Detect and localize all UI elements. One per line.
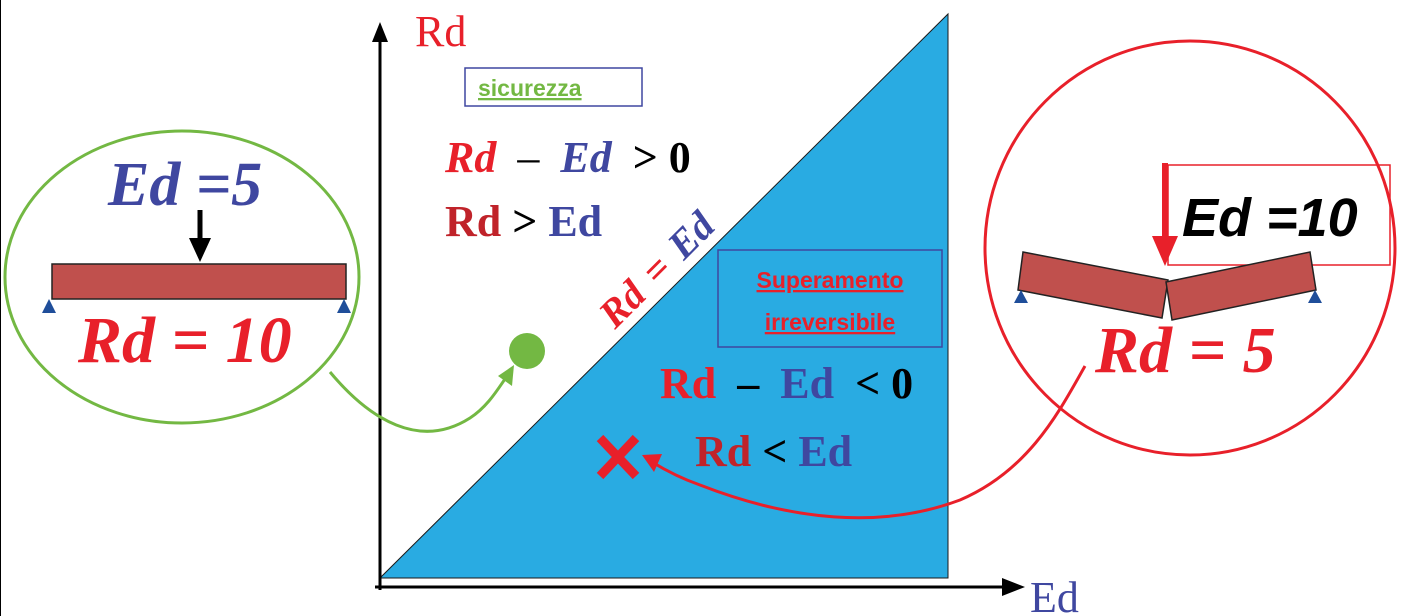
left-support-right (337, 299, 351, 313)
safe-ineq-rel: > 0 (633, 133, 691, 182)
right-case-ellipse (983, 39, 1397, 457)
failure-box (717, 249, 943, 348)
left-beam (51, 263, 347, 300)
safe-ineq-minus: – (516, 133, 540, 182)
right-beam-left-half (1017, 251, 1169, 319)
safe-compare: Rd > Ed (445, 197, 602, 246)
right-support-left (1014, 290, 1028, 303)
safe-compare-ed: Ed (548, 197, 602, 246)
left-load-label: Ed =5 (107, 151, 262, 219)
fail-compare: Rd < Ed (695, 427, 852, 476)
y-axis-arrowhead (372, 22, 388, 42)
right-resistance-label: Rd = 5 (1094, 314, 1276, 387)
left-case-connector-head (498, 365, 514, 386)
right-load-arrowhead (1152, 236, 1178, 266)
fail-ineq-rel: < 0 (855, 359, 913, 408)
safe-point-marker (509, 333, 545, 369)
right-resistance-text: Rd = 5 (1094, 314, 1276, 387)
fail-compare-ed: Ed (798, 427, 852, 476)
safe-compare-op: > (512, 197, 537, 246)
right-support-right (1308, 290, 1322, 303)
fail-compare-op: < (762, 427, 787, 476)
safety-box (464, 67, 643, 107)
fail-ineq-ed: Ed (780, 359, 834, 408)
fail-ineq-minus: – (736, 359, 760, 408)
failure-point-marker (596, 434, 640, 480)
failure-box-line2: irreversibile (765, 309, 895, 335)
safety-box-label: sicurezza (478, 75, 582, 101)
x-axis-arrowhead (1002, 578, 1025, 596)
safe-compare-rd: Rd (445, 197, 501, 246)
y-axis-label: Rd (415, 7, 466, 56)
left-resistance-label: Rd = 10 (77, 304, 292, 377)
right-load-label: Ed =10 (1182, 188, 1358, 248)
fail-ineq-rd: Rd (660, 359, 716, 408)
left-load-arrowhead (189, 238, 211, 262)
safe-inequality: Rd – Ed > 0 (444, 133, 691, 182)
left-case-connector (328, 371, 512, 433)
safe-ineq-rd: Rd (444, 133, 497, 182)
safe-ineq-ed: Ed (559, 133, 612, 182)
x-axis-label: Ed (1030, 573, 1079, 616)
right-beam-right-half (1165, 251, 1317, 321)
failure-region (378, 12, 949, 579)
right-case-connector (651, 365, 1087, 520)
fail-inequality: Rd – Ed < 0 (660, 359, 913, 408)
left-load-text: Ed =5 (107, 151, 262, 219)
right-case-connector-head (642, 454, 662, 472)
fail-compare-rd: Rd (695, 427, 751, 476)
left-case-ellipse (3, 129, 361, 425)
left-support-left (42, 299, 56, 313)
failure-box-line1: Superamento (757, 267, 904, 293)
